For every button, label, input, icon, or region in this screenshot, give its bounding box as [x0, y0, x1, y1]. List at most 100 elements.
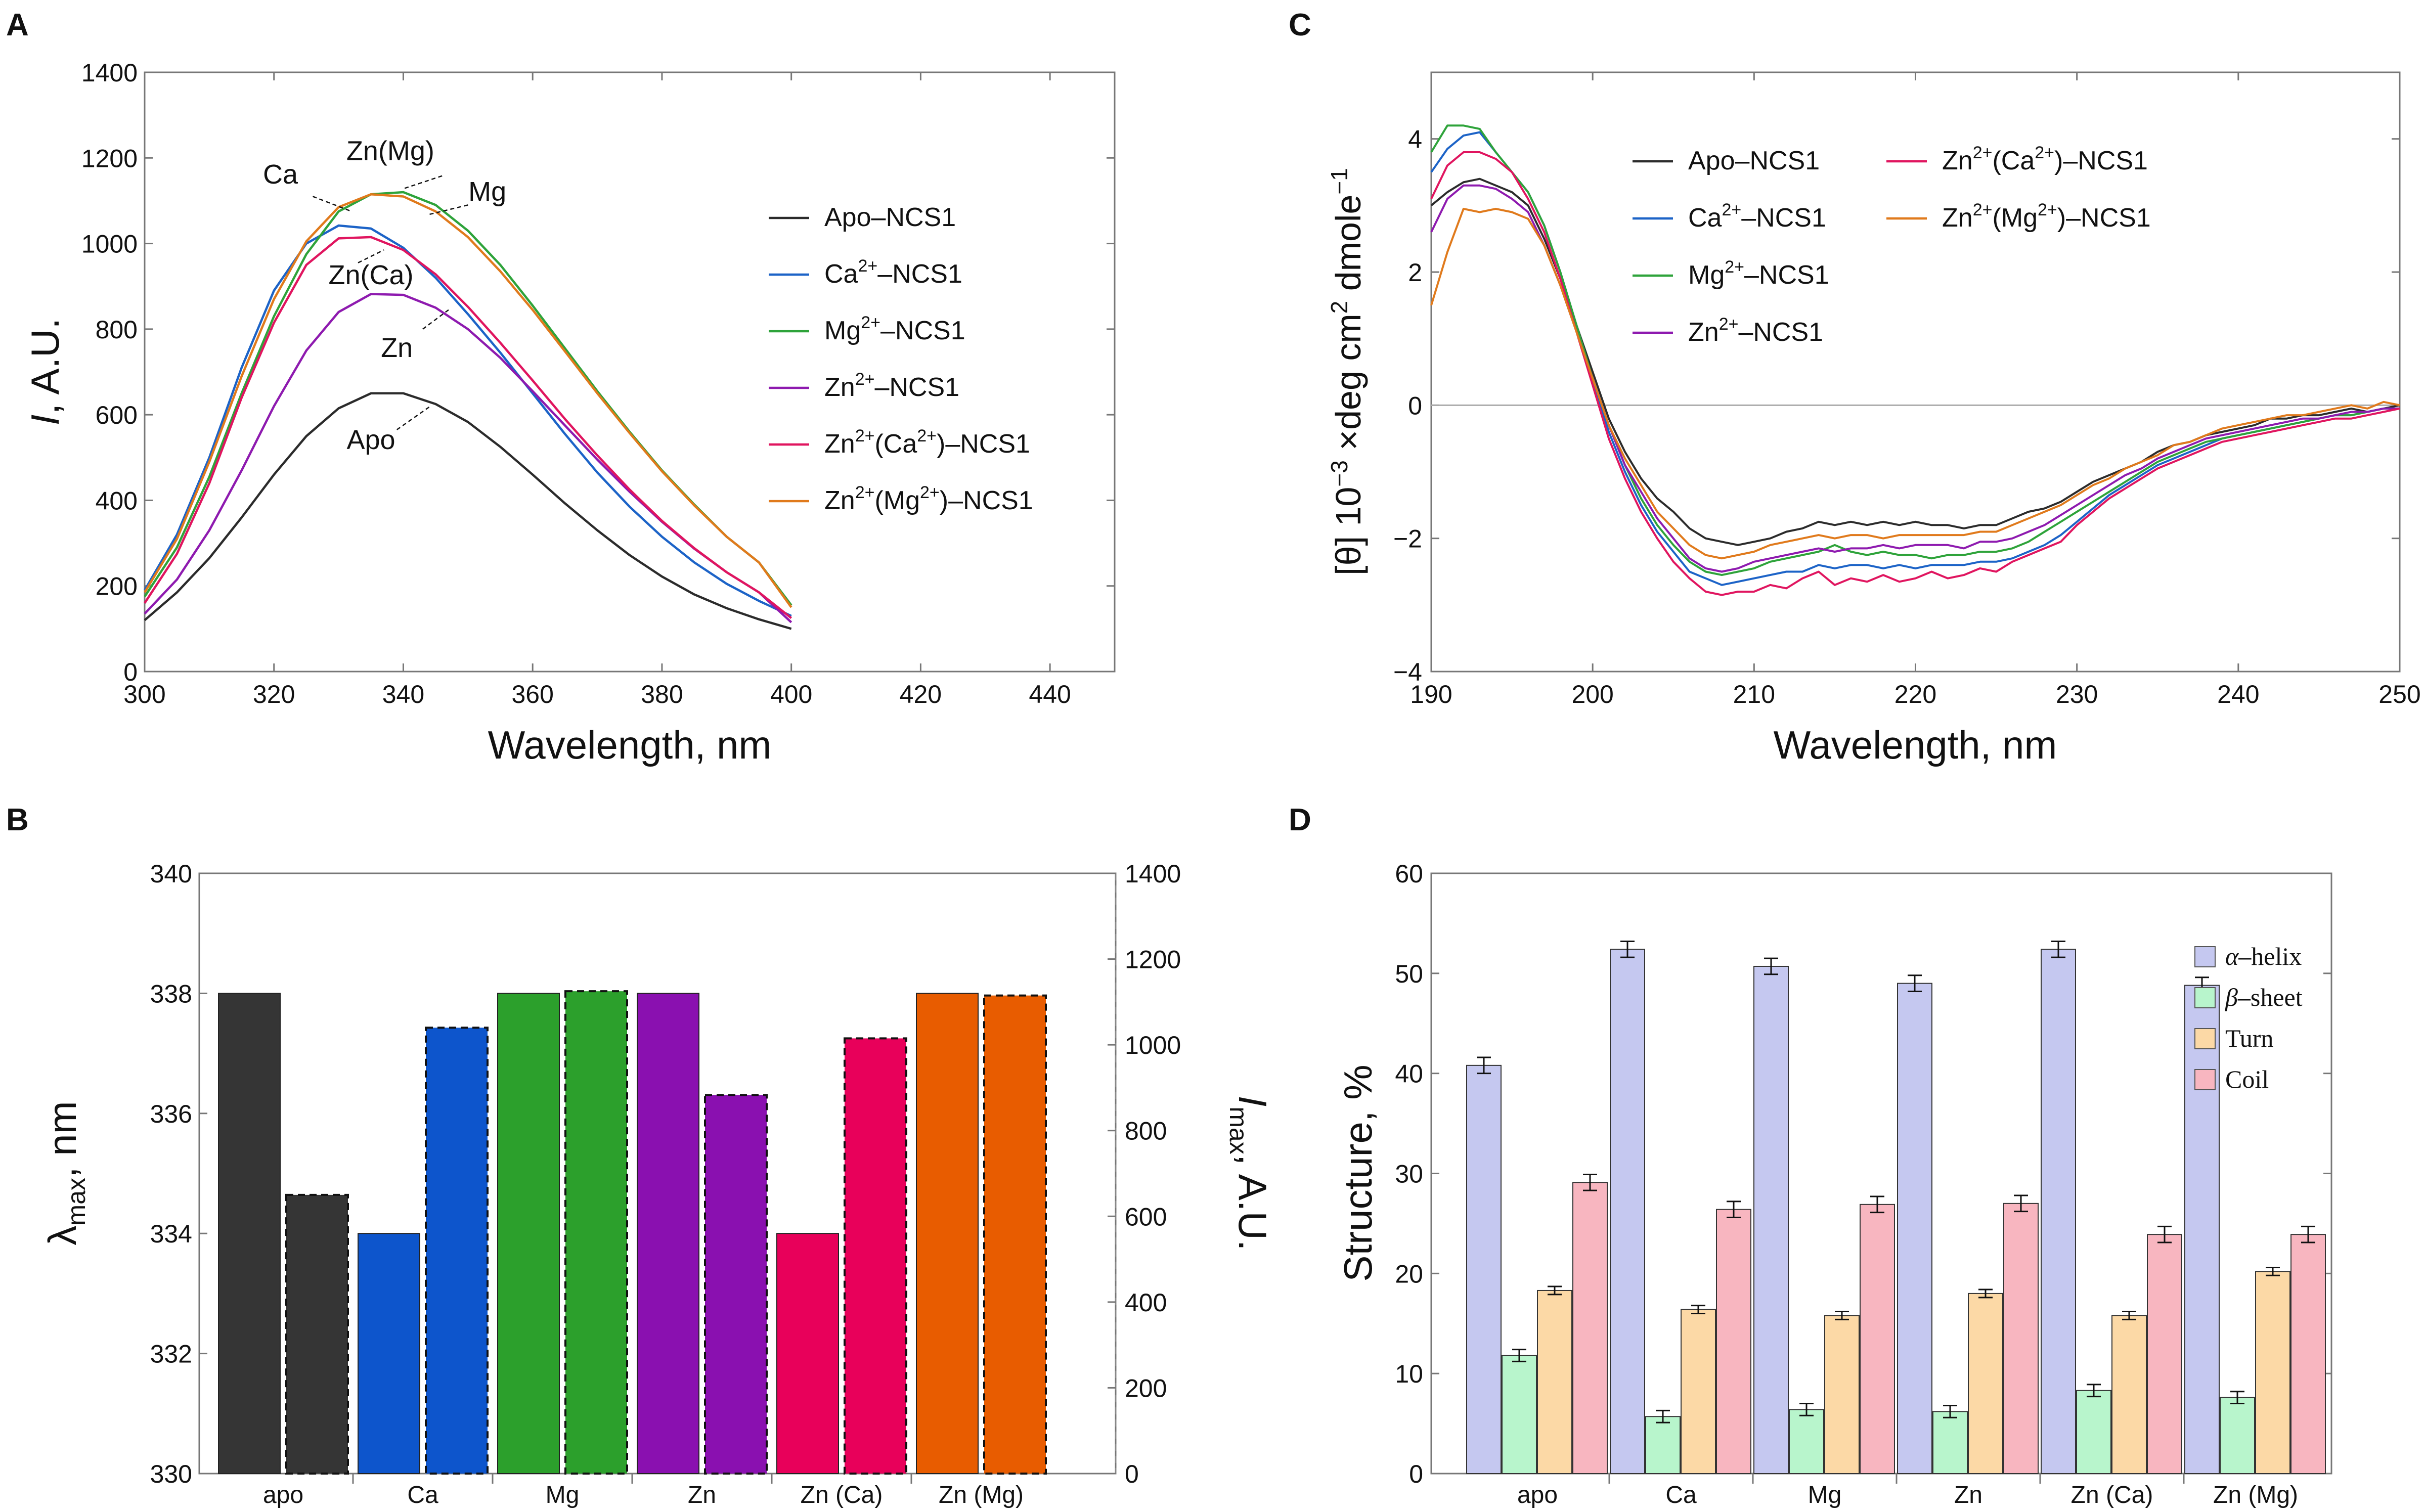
- panel-a-y-tick-label: 200: [96, 572, 138, 601]
- panel-a-annotation-label: Zn: [381, 333, 413, 363]
- panel-a-annotation-leader: [358, 249, 384, 263]
- panel-d-category-label: Ca: [1665, 1482, 1697, 1508]
- panel-label-d: D: [1289, 803, 1311, 837]
- panel-d-bar-helix: [2184, 985, 2220, 1475]
- panel-a-x-axis-title: Wavelength, nm: [488, 723, 772, 767]
- panel-a-ticks: 300 320 340 360 380 400 420 440 0 200 400 600 800 100…: [81, 59, 1115, 708]
- panel-d-bar-sheet: [1932, 1411, 1968, 1474]
- panel-b-ticks: 330 332 334 336 338 340 0 200 400 600 800 1000 1200 1…: [150, 860, 1181, 1488]
- panel-c-legend: Apo–NCS1 Ca2+–NCS1 Mg2+–NCS1 Zn2+–NCS1 Zn2+(…: [1633, 143, 2151, 347]
- panel-c-line-mg: [1430, 124, 2400, 576]
- panel-b-right-title-symbol: I: [1230, 1096, 1275, 1107]
- panel-a-legend-label-zn_ca: Zn2+(Ca2+)–NCS1: [824, 426, 1030, 459]
- panel-d-bars: apo Ca Mg Zn Zn (Ca) Zn (Mg): [1466, 941, 2326, 1508]
- panel-c-legend-label-zn_ca: Zn2+(Ca2+)–NCS1: [1942, 143, 2148, 175]
- panel-b-right-tick-label: 0: [1125, 1460, 1139, 1488]
- panel-c-legend-label-zn_mg: Zn2+(Mg2+)–NCS1: [1942, 200, 2151, 233]
- panel-a-legend-label-mg: Mg2+–NCS1: [824, 313, 965, 345]
- panel-a-x-tick-label: 320: [253, 680, 295, 708]
- panel-d-bar-helix: [1610, 949, 1645, 1474]
- panel-a-line-apo: [144, 392, 792, 630]
- panel-d-bar-coil: [2003, 1203, 2039, 1475]
- panel-label-b: B: [6, 803, 29, 837]
- panel-c-x-tick-label: 220: [1894, 680, 1936, 708]
- panel-c-x-tick-label: 250: [2378, 680, 2420, 708]
- panel-d-y-tick-label: 30: [1395, 1160, 1423, 1188]
- panel-a-x-tick-label: 420: [900, 680, 942, 708]
- panel-a-y-axis-title-unit: , A.U.: [23, 318, 67, 415]
- panel-c-x-tick-label: 230: [2056, 680, 2098, 708]
- panel-a-x-tick-label: 340: [382, 680, 424, 708]
- panel-d-legend: α–helix β–sheet Turn Coil: [2194, 942, 2303, 1093]
- panel-d-y-tick-label: 40: [1395, 1060, 1423, 1088]
- panel-d-bar-helix: [2041, 949, 2076, 1474]
- panel-a-line-ca: [144, 224, 792, 617]
- panel-d-legend-swatch-helix: [2194, 946, 2216, 967]
- panel-a-legend-label-zn_mg: Zn2+(Mg2+)–NCS1: [824, 483, 1033, 515]
- panel-c-legend-label-zn: Zn2+–NCS1: [1688, 315, 1823, 347]
- panel-b-right-tick-label: 800: [1125, 1117, 1167, 1145]
- panel-c-legend-label-ca: Ca2+–NCS1: [1688, 200, 1826, 233]
- panel-b-right-tick-label: 600: [1125, 1203, 1167, 1231]
- panel-a-emission-spectra: 300 320 340 360 380 400 420 440 0 200 400 600 800 100…: [23, 59, 1116, 767]
- panel-d-bar-sheet: [1502, 1355, 1537, 1474]
- panel-b-bar-lambda-max: [218, 993, 281, 1474]
- panel-b-category-label: apo: [263, 1482, 303, 1508]
- panel-b-peak-bars: 330 332 334 336 338 340 0 200 400 600 800 1000 1200 1…: [40, 860, 1275, 1508]
- panel-b-bar-intensity-max: [704, 1094, 768, 1475]
- panel-c-line-zn_mg: [1430, 207, 2400, 560]
- panel-a-legend-label-ca: Ca2+–NCS1: [824, 256, 962, 289]
- panel-d-bar-turn: [1968, 1293, 2003, 1474]
- panel-c-ticks: 190 200 210 220 230 240 250 −4 −2 0 2 4: [1393, 72, 2421, 708]
- panel-d-category-label: Zn (Mg): [2213, 1482, 2298, 1508]
- panel-a-y-tick-label: 400: [96, 486, 138, 515]
- panel-a-y-tick-label: 0: [123, 658, 138, 686]
- panel-d-bar-helix: [1897, 983, 1932, 1475]
- panel-c-x-tick-label: 210: [1733, 680, 1775, 708]
- panel-a-annotation-leader: [396, 406, 430, 430]
- panel-a-legend-label-zn: Zn2+–NCS1: [824, 370, 959, 402]
- panel-b-left-tick-label: 340: [150, 860, 192, 888]
- panel-c-legend-label-apo: Apo–NCS1: [1688, 146, 1820, 175]
- panel-a-line-zn_ca: [144, 236, 792, 619]
- panel-d-y-tick-label: 60: [1395, 860, 1423, 888]
- panel-b-category-label: Mg: [546, 1482, 580, 1508]
- panel-c-y-tick-label: −2: [1393, 525, 1422, 553]
- panel-d-legend-label-turn: Turn: [2225, 1024, 2273, 1052]
- panel-d-y-tick-label: 50: [1395, 960, 1423, 988]
- panel-a-annotation-label: Ca: [263, 159, 298, 190]
- panel-d-y-tick-label: 0: [1409, 1460, 1423, 1488]
- panel-c-x-tick-label: 200: [1571, 680, 1613, 708]
- panel-d-y-axis-title: Structure, %: [1336, 1064, 1380, 1281]
- panel-a-annotation-leader: [403, 175, 443, 190]
- panel-c-y-tick-label: −4: [1393, 658, 1422, 686]
- panel-c-y-title-part-6: −1: [1326, 168, 1352, 194]
- panel-d-bar-turn: [1681, 1309, 1716, 1474]
- panel-c-y-title-part-5: dmole: [1329, 195, 1368, 301]
- panel-d-category-label: Zn: [1954, 1482, 1982, 1508]
- panel-c-legend-label-mg: Mg2+–NCS1: [1688, 257, 1829, 290]
- panel-b-category-label: Zn (Ca): [801, 1482, 883, 1508]
- panel-a-annotation-leader: [422, 309, 449, 330]
- panel-b-category-label: Zn (Mg): [939, 1482, 1024, 1508]
- panel-a-plot-frame: [144, 71, 1116, 673]
- panel-d-y-tick-label: 10: [1395, 1360, 1423, 1388]
- panel-a-annotation-label: Zn(Ca): [329, 260, 414, 290]
- panel-c-y-tick-label: 0: [1408, 391, 1422, 420]
- panel-d-secondary-structure: 0 10 20 30 40 50 60 apo Ca Mg Zn Zn (Ca) Zn (Mg) α–…: [1336, 860, 2332, 1508]
- panel-a-annotation-label: Zn(Mg): [346, 136, 434, 166]
- panel-b-bar-lambda-max: [637, 993, 699, 1474]
- panel-b-bar-intensity-max: [285, 1193, 349, 1475]
- panel-b-left-title-symbol: λ: [40, 1226, 84, 1246]
- panel-label-c: C: [1289, 8, 1311, 42]
- panel-c-line-zn_ca: [1430, 151, 2400, 596]
- panel-c-line-apo: [1430, 177, 2400, 546]
- panel-c-line-ca: [1430, 131, 2400, 586]
- panel-a-legend: Apo–NCS1 Ca2+–NCS1 Mg2+–NCS1 Zn2+–NCS1 Zn2+(…: [769, 203, 1033, 515]
- panel-a-y-tick-label: 1000: [81, 230, 138, 258]
- panel-a-x-tick-label: 440: [1029, 680, 1071, 708]
- panel-d-bar-turn: [2255, 1271, 2290, 1475]
- panel-b-right-title-sub: max: [1224, 1106, 1253, 1154]
- panel-b-right-tick-label: 1200: [1125, 946, 1181, 974]
